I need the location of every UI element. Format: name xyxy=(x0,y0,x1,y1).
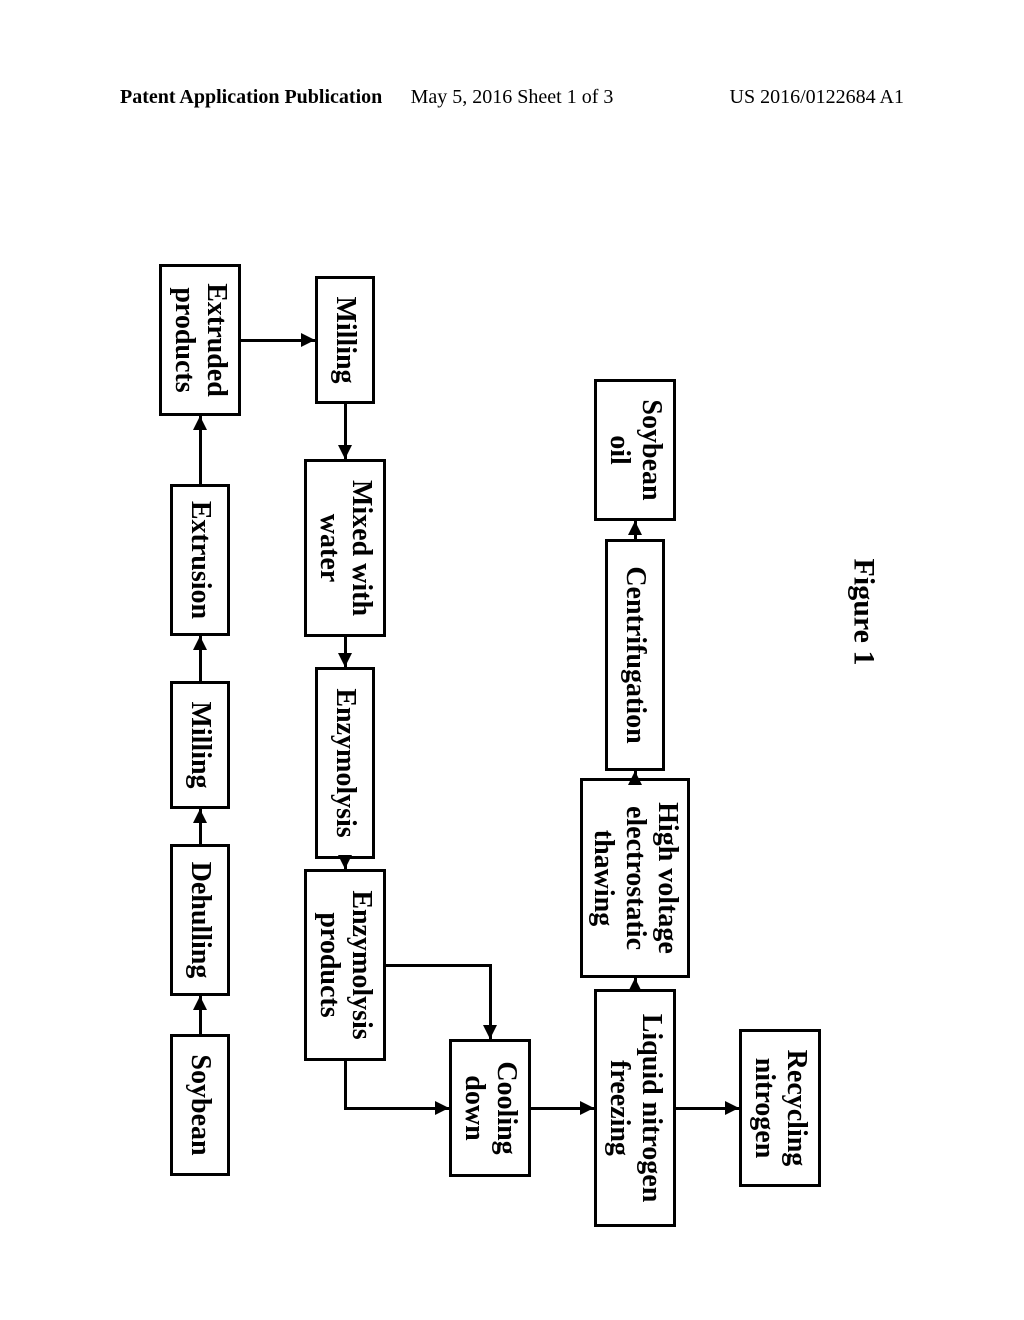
node-extruded: Extrudedproducts xyxy=(159,264,241,416)
node-label: Enzymolysisproducts xyxy=(313,890,377,1039)
node-label: Mixed withwater xyxy=(313,480,377,616)
edge-arrowhead xyxy=(193,636,207,650)
node-enzprod: Enzymolysisproducts xyxy=(304,869,386,1061)
edge-arrowhead xyxy=(483,1025,497,1039)
node-label: Milling xyxy=(329,296,361,383)
edge-arrowhead xyxy=(301,333,315,347)
node-label: Soybeanoil xyxy=(603,399,667,500)
edge-line xyxy=(345,1107,449,1110)
edge-line xyxy=(386,964,492,967)
node-cooling: Coolingdown xyxy=(449,1039,531,1177)
edge-line xyxy=(344,1061,347,1110)
node-label: Centrifugation xyxy=(619,566,651,743)
edge-arrowhead xyxy=(435,1101,449,1115)
node-label: Milling xyxy=(184,701,216,788)
edge-arrowhead xyxy=(193,996,207,1010)
edge-arrowhead xyxy=(193,809,207,823)
edge-arrowhead xyxy=(338,855,352,869)
header-publication: Patent Application Publication xyxy=(120,86,382,109)
node-label: Extrudedproducts xyxy=(168,283,232,397)
edge-arrowhead xyxy=(628,771,642,785)
node-label: Dehulling xyxy=(184,862,216,979)
node-centrif: Centrifugation xyxy=(605,539,665,771)
header-patent-id: US 2016/0122684 A1 xyxy=(730,86,904,109)
flowchart-diagram: Soybean Dehulling Milling Extrusion Extruded… xyxy=(145,160,875,1180)
edge-arrowhead xyxy=(193,416,207,430)
node-milling1: Milling xyxy=(170,681,230,809)
node-oil: Soybeanoil xyxy=(594,379,676,521)
node-label: Enzymolysis xyxy=(329,688,361,837)
node-label: Soybean xyxy=(184,1054,216,1155)
edge-arrowhead xyxy=(628,978,642,992)
node-label: Coolingdown xyxy=(458,1061,522,1154)
figure-label: Figure 1 xyxy=(846,559,880,666)
node-mixed: Mixed withwater xyxy=(304,459,386,637)
node-enzymolysis: Enzymolysis xyxy=(315,667,375,859)
node-label: Extrusion xyxy=(184,501,216,619)
node-label: Recyclingnitrogen xyxy=(748,1050,812,1167)
node-soybean: Soybean xyxy=(170,1034,230,1176)
node-label: Liquid nitrogenfreezing xyxy=(603,1014,667,1203)
node-label: High voltageelectrostaticthawing xyxy=(587,802,684,954)
node-extrusion: Extrusion xyxy=(170,484,230,636)
node-dehulling: Dehulling xyxy=(170,844,230,996)
edge-arrowhead xyxy=(338,445,352,459)
edge-arrowhead xyxy=(725,1101,739,1115)
header-date-sheet: May 5, 2016 Sheet 1 of 3 xyxy=(411,86,614,109)
edge-arrowhead xyxy=(338,653,352,667)
node-recycling: Recyclingnitrogen xyxy=(739,1029,821,1187)
node-thawing: High voltageelectrostaticthawing xyxy=(580,778,690,978)
node-freezing: Liquid nitrogenfreezing xyxy=(594,989,676,1227)
edge-arrowhead xyxy=(580,1101,594,1115)
node-milling2: Milling xyxy=(315,276,375,404)
edge-arrowhead xyxy=(628,521,642,535)
